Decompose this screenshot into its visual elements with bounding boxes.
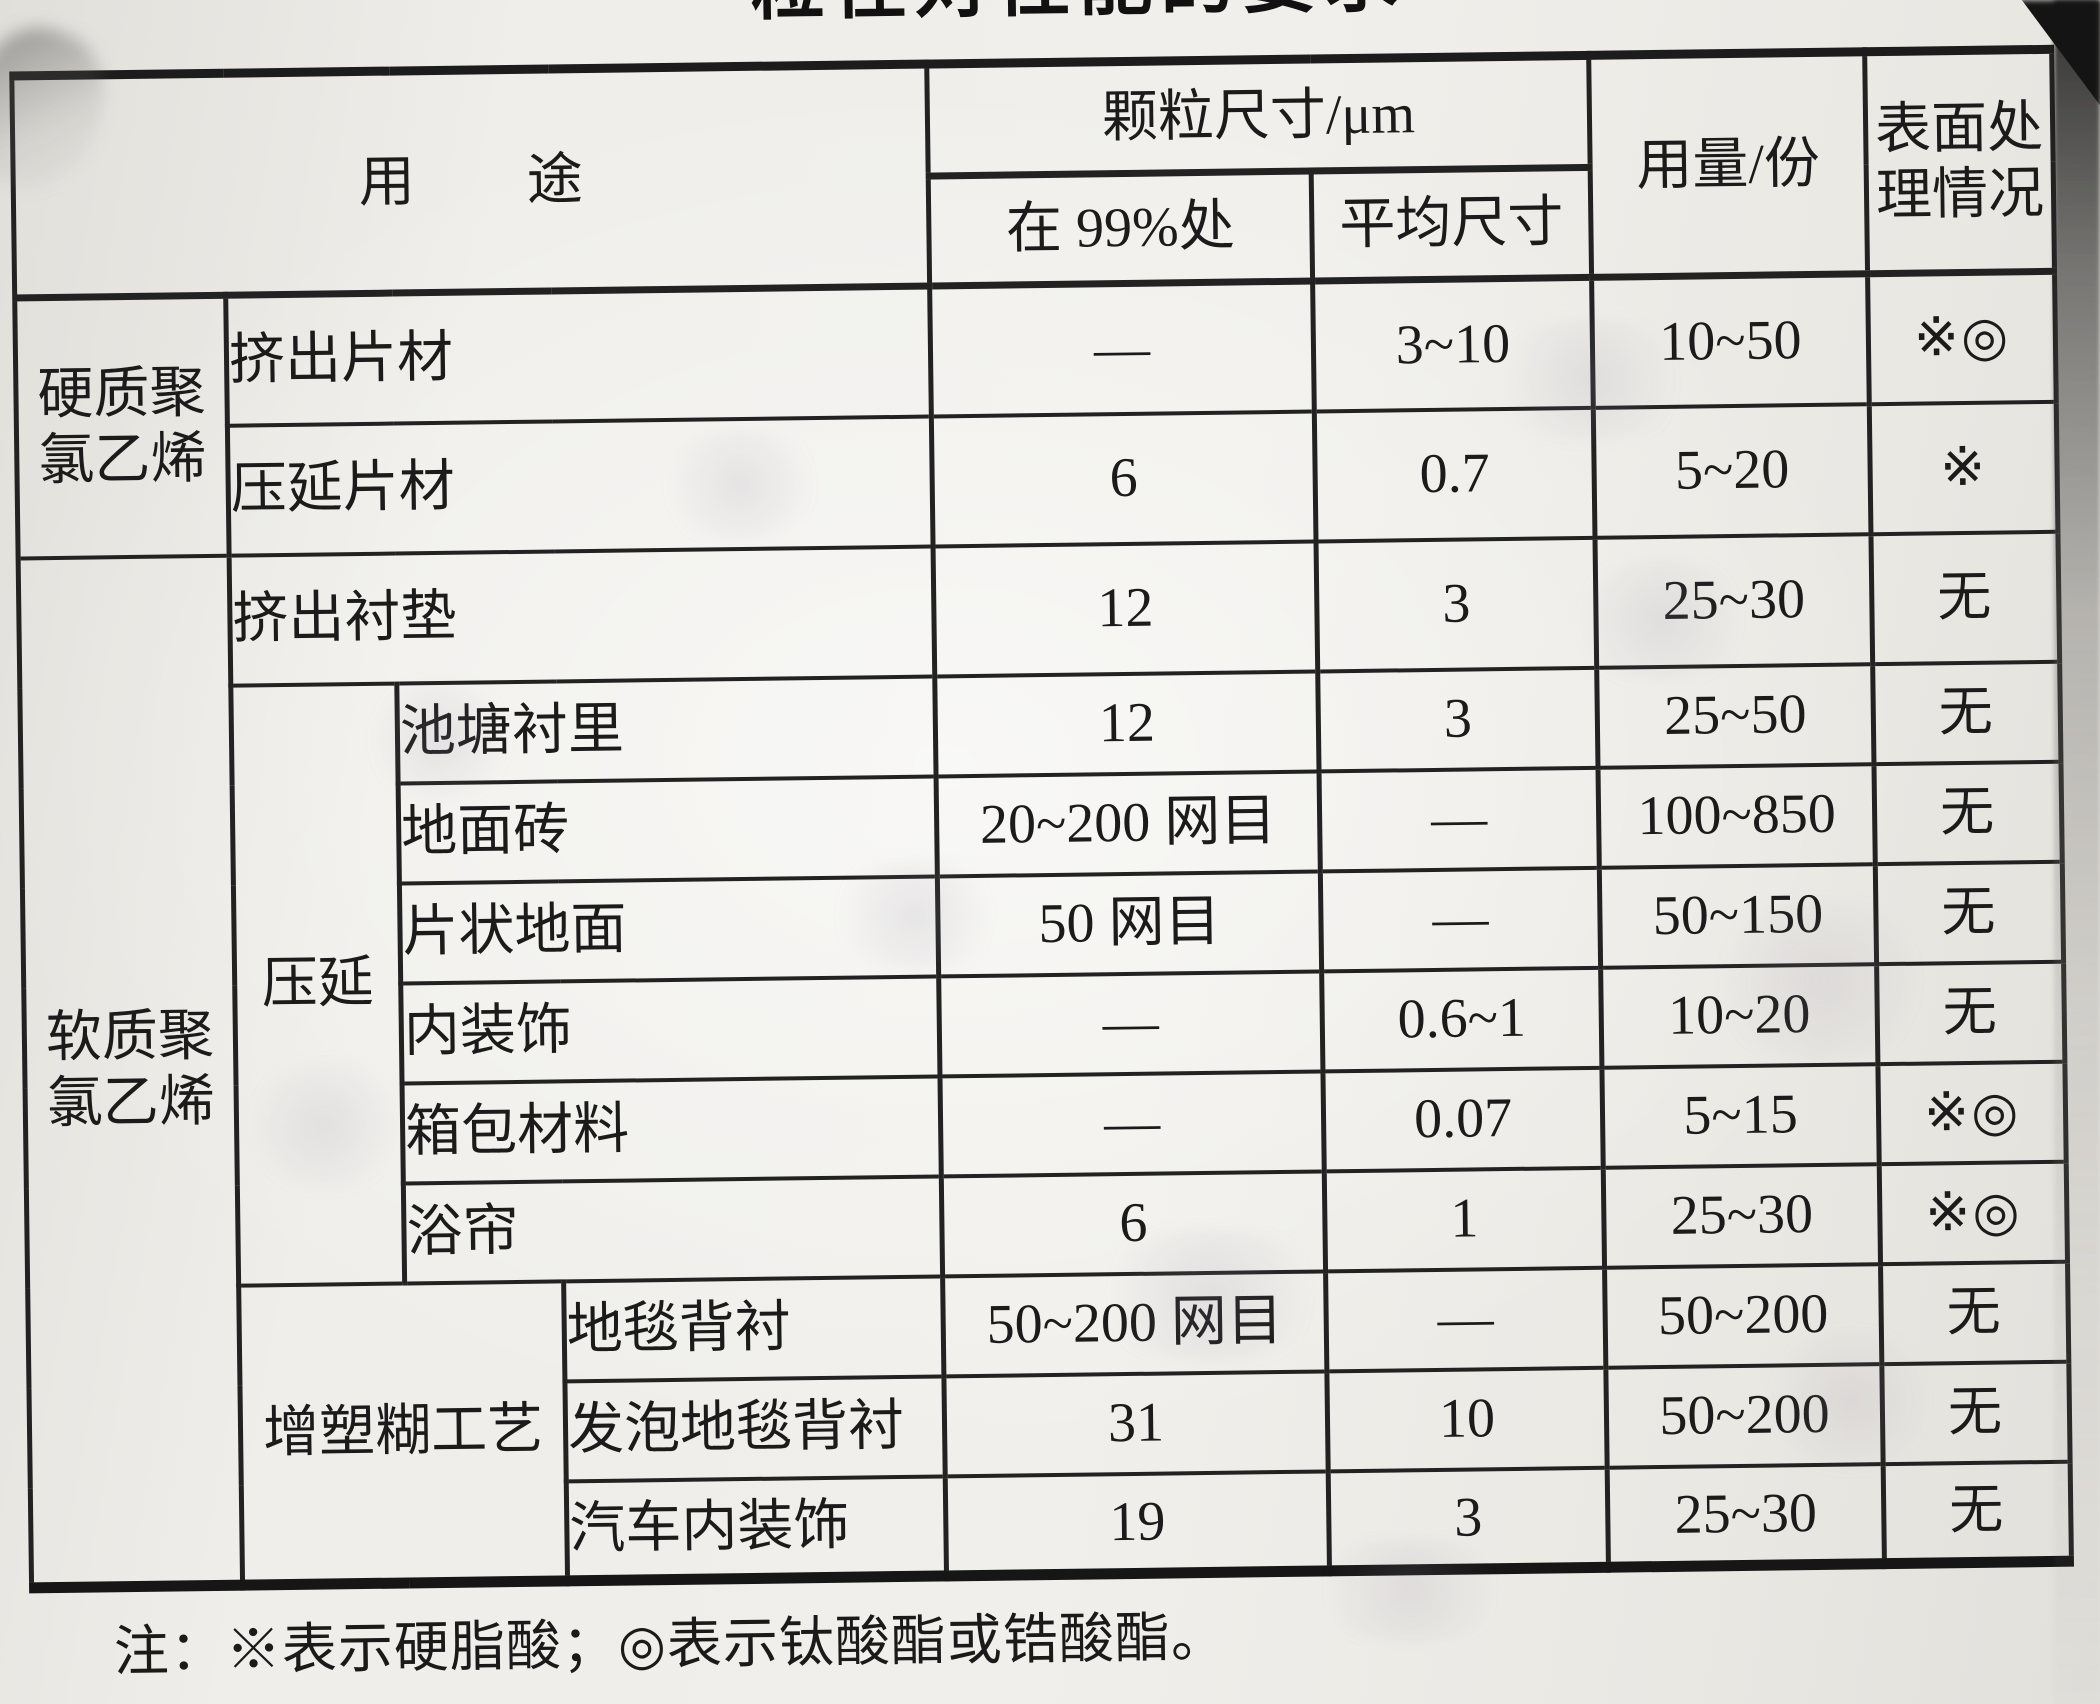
- amount-cell: 5~15: [1601, 1063, 1880, 1168]
- surface-cell: ※◎: [1879, 1161, 2068, 1264]
- surface-cell: ※: [1869, 401, 2058, 534]
- header-at-99-percent: 在 99%处: [928, 171, 1313, 287]
- p99-cell: —: [939, 1070, 1325, 1176]
- group-rigid-pvc: 硬质聚 氯乙烯: [14, 295, 230, 558]
- usage-cell: 发泡地毯背衬: [564, 1375, 946, 1481]
- bleed-through-smudge: [650, 430, 830, 540]
- surface-cell: 无: [1873, 761, 2063, 864]
- group-soft-pvc: 软质聚 氯乙烯: [18, 555, 243, 1588]
- header-amount: 用量/份: [1588, 51, 1868, 278]
- bleed-through-smudge: [1760, 1330, 1940, 1470]
- p99-cell: —: [938, 970, 1323, 1076]
- p99-cell: 6: [931, 410, 1317, 547]
- amount-cell: 100~850: [1598, 763, 1876, 868]
- amount-cell: 25~30: [1607, 1463, 1885, 1568]
- usage-cell: 挤出片材: [225, 286, 932, 426]
- header-average-size: 平均尺寸: [1311, 167, 1592, 282]
- bleed-through-smudge: [240, 1060, 410, 1190]
- p99-cell: —: [929, 281, 1315, 417]
- avg-cell: 0.6~1: [1321, 967, 1602, 1071]
- avg-cell: 3: [1317, 667, 1599, 771]
- avg-cell: 0.07: [1322, 1067, 1604, 1171]
- amount-cell: 25~30: [1603, 1163, 1881, 1268]
- amount-cell: 25~50: [1596, 663, 1874, 768]
- usage-cell: 地毯背衬: [563, 1275, 944, 1381]
- p99-cell: 12: [933, 540, 1318, 676]
- avg-cell: 1: [1324, 1167, 1605, 1271]
- bleed-through-smudge: [1080, 1230, 1340, 1360]
- bleed-through-smudge: [1300, 1540, 1520, 1640]
- surface-cell: 无: [1870, 531, 2060, 664]
- surface-cell: 无: [1872, 661, 2061, 764]
- surface-cell: ※◎: [1867, 271, 2057, 404]
- bleed-through-smudge: [360, 680, 520, 800]
- usage-cell: 浴帘: [403, 1175, 943, 1283]
- usage-cell: 箱包材料: [402, 1075, 942, 1183]
- avg-cell: 3: [1316, 537, 1597, 671]
- bleed-through-smudge: [1480, 320, 1700, 440]
- scan-gutter-right-edge: [2054, 0, 2100, 1704]
- header-usage: 用 途: [11, 64, 930, 299]
- usage-cell: 汽车内装饰: [566, 1475, 947, 1581]
- pvc-particle-size-table: 用 途 颗粒尺寸/μm 用量/份 表面处 理情况 在 99%处 平均尺寸 硬质聚…: [9, 44, 2075, 1594]
- header-surface-treatment: 表面处 理情况: [1864, 49, 2055, 274]
- avg-cell: —: [1320, 867, 1601, 971]
- surface-cell: 无: [1883, 1461, 2072, 1564]
- p99-cell: 20~200 网目: [936, 770, 1321, 876]
- bleed-through-smudge: [1700, 900, 1940, 1060]
- p99-cell: 31: [943, 1370, 1329, 1476]
- avg-cell: —: [1319, 767, 1600, 871]
- page-title-cropped: 粒径对性能的要求: [748, 0, 1409, 30]
- p99-cell: 19: [945, 1470, 1330, 1576]
- bleed-through-smudge: [1560, 560, 1760, 680]
- usage-cell: 内装饰: [400, 975, 940, 1083]
- usage-cell: 挤出衬垫: [229, 546, 935, 686]
- group-plastisol-process: 增塑糊工艺: [238, 1280, 568, 1586]
- bleed-through-smudge: [820, 860, 1010, 970]
- p99-cell: 12: [934, 670, 1320, 776]
- avg-cell: 10: [1326, 1367, 1608, 1471]
- header-particle-size: 颗粒尺寸/μm: [926, 55, 1591, 177]
- surface-cell: ※◎: [1877, 1061, 2067, 1164]
- avg-cell: —: [1325, 1267, 1606, 1371]
